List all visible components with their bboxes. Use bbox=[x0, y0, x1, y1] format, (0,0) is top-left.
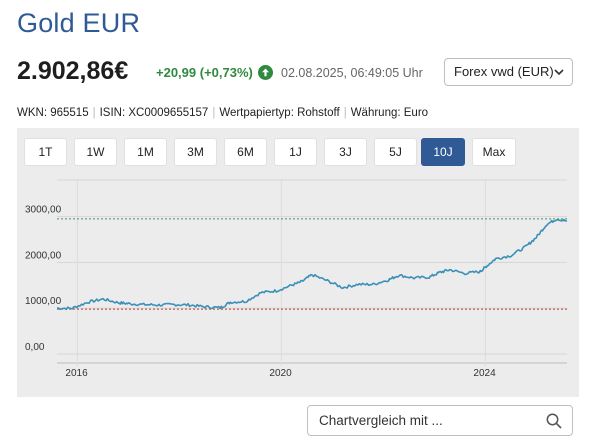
page-title: Gold EUR bbox=[17, 8, 141, 38]
chart-compare-input[interactable]: Chartvergleich mit ... bbox=[319, 413, 443, 428]
range-button-1m[interactable]: 1M bbox=[124, 138, 167, 166]
price-change: +20,99 (+0,73%) bbox=[156, 65, 253, 80]
wkn-label: WKN: 965515 bbox=[17, 107, 89, 119]
chart-compare-field[interactable]: Chartvergleich mit ... bbox=[307, 405, 573, 436]
x-tick-label: 2020 bbox=[269, 368, 292, 379]
range-button-max[interactable]: Max bbox=[472, 138, 516, 166]
range-button-5j[interactable]: 5J bbox=[374, 138, 417, 166]
exchange-select-value: Forex vwd (EUR) bbox=[454, 64, 554, 79]
price-series-line bbox=[56, 218, 568, 311]
search-icon[interactable] bbox=[545, 412, 563, 430]
range-button-3j[interactable]: 3J bbox=[324, 138, 367, 166]
security-type-label: Wertpapiertyp: Rohstoff bbox=[219, 107, 340, 119]
arrow-up-circle-icon bbox=[258, 65, 273, 80]
isin-label: ISIN: XC0009655157 bbox=[99, 107, 209, 119]
range-button-10j[interactable]: 10J bbox=[421, 138, 465, 166]
price-chart[interactable]: 0,00 1000,00 2000,00 3000,00 2016 2020 2024 bbox=[17, 128, 579, 397]
current-price: 2.902,86€ bbox=[17, 57, 129, 85]
y-tick-label: 1000,00 bbox=[25, 296, 62, 307]
chevron-down-icon bbox=[554, 69, 564, 76]
currency-label: Währung: Euro bbox=[350, 107, 429, 119]
range-button-3m[interactable]: 3M bbox=[174, 138, 217, 166]
chart-panel: 1T 1W 1M 3M 6M 1J 3J 5J 10J Max 0,00 1000,00 2000,0… bbox=[17, 128, 579, 397]
y-tick-label: 0,00 bbox=[25, 342, 45, 353]
y-tick-label: 2000,00 bbox=[25, 250, 62, 261]
range-button-1j[interactable]: 1J bbox=[274, 138, 317, 166]
range-button-1t[interactable]: 1T bbox=[24, 138, 67, 166]
x-tick-label: 2024 bbox=[473, 368, 496, 379]
exchange-select[interactable]: Forex vwd (EUR) bbox=[444, 58, 573, 86]
range-button-6m[interactable]: 6M bbox=[224, 138, 267, 166]
instrument-meta: WKN: 965515 | ISIN: XC0009655157 | Wertpapie… bbox=[17, 107, 429, 119]
quote-timestamp: 02.08.2025, 06:49:05 Uhr bbox=[281, 66, 423, 80]
y-tick-label: 3000,00 bbox=[25, 205, 62, 216]
range-button-1w[interactable]: 1W bbox=[74, 138, 117, 166]
x-tick-label: 2016 bbox=[65, 368, 88, 379]
